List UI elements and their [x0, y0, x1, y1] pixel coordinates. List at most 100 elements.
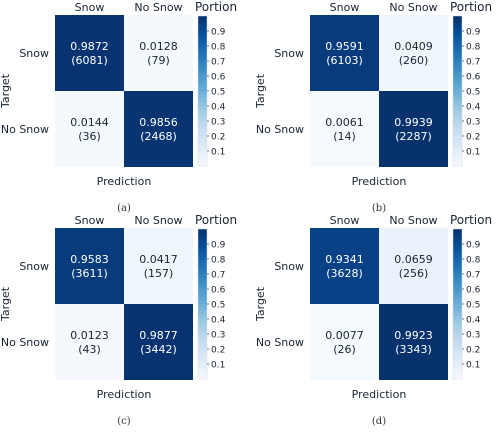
y-tick-label: No Snow [1, 336, 49, 349]
cell-portion-label: 0.0144 [70, 116, 109, 129]
colorbar-segment [453, 132, 462, 137]
colorbar-segment [453, 337, 462, 343]
cell-count-label: (2468) [140, 130, 177, 143]
colorbar-segment [198, 375, 207, 380]
colorbar-segment [198, 360, 207, 365]
colorbar-segment [453, 98, 462, 103]
colorbar-segment [453, 371, 462, 376]
colorbar-segment [198, 307, 207, 313]
cell-portion-label: 0.0417 [139, 253, 178, 266]
colorbar-segment [453, 247, 462, 253]
cell-portion-label: 0.9877 [139, 329, 178, 342]
colorbar-segment [198, 345, 207, 350]
colorbar-segment [198, 139, 207, 145]
matrix-cell [55, 304, 124, 380]
cell-count-label: (26) [333, 343, 356, 356]
colorbar-segment [198, 42, 207, 47]
colorbar-tick-label: 0.3 [211, 331, 225, 341]
colorbar-segment [198, 229, 207, 234]
colorbar-segment [198, 292, 207, 298]
y-tick-label: No Snow [256, 123, 304, 136]
colorbar-segment [198, 244, 207, 249]
cell-count-label: (256) [399, 267, 429, 280]
y-axis-label: Target [0, 73, 12, 109]
colorbar-segment [453, 330, 462, 335]
colorbar-segment [453, 154, 462, 160]
colorbar-segment [198, 151, 207, 156]
colorbar-segment [198, 236, 207, 241]
colorbar-tick-label: 0.3 [466, 118, 480, 128]
colorbar-segment [198, 23, 207, 28]
x-axis-label: Prediction [97, 388, 152, 401]
colorbar-segment [198, 274, 207, 279]
colorbar-tick-label: 0.6 [466, 286, 481, 296]
colorbar-tick-label: 0.9 [211, 241, 226, 251]
colorbar-segment [453, 356, 462, 361]
colorbar-segment [453, 232, 462, 238]
colorbar-tick-label: 0.9 [211, 28, 226, 38]
colorbar-tick-label: 0.7 [466, 58, 480, 68]
colorbar-segment [198, 31, 207, 36]
colorbar-segment [453, 57, 462, 62]
colorbar-segment [198, 34, 207, 40]
matrix-cell [379, 228, 448, 304]
colorbar-segment [198, 251, 207, 256]
y-axis-label: Target [254, 73, 267, 109]
colorbar-label: Portion [450, 213, 492, 227]
colorbar-segment [453, 255, 462, 260]
colorbar-segment [198, 319, 207, 324]
colorbar-segment [453, 31, 462, 36]
cell-portion-label: 0.9583 [70, 253, 109, 266]
cell-portion-label: 0.0128 [139, 40, 178, 53]
colorbar-segment [198, 304, 207, 309]
cell-count-label: (260) [399, 54, 429, 67]
colorbar-segment [453, 46, 462, 51]
colorbar-segment [453, 136, 462, 141]
colorbar-segment [198, 326, 207, 331]
cell-count-label: (79) [147, 54, 170, 67]
colorbar-segment [198, 57, 207, 62]
colorbar-segment [453, 87, 462, 92]
colorbar-segment [198, 356, 207, 361]
colorbar-segment [453, 128, 462, 133]
confusion-matrix-panel: 0.9341(3628)0.0659(256)0.0077(26)0.9923(… [254, 213, 492, 427]
colorbar-segment [198, 79, 207, 85]
colorbar-segment [198, 311, 207, 316]
x-tick-label: No Snow [134, 214, 182, 227]
panel-caption: (a) [117, 203, 131, 214]
confusion-matrix-panel: 0.9872(6081) 0.0128(79) 0.0144(36) 0.9856(2… [0, 0, 237, 214]
colorbar-segment [198, 158, 207, 163]
colorbar-segment [453, 341, 462, 346]
colorbar-tick-label: 0.8 [211, 43, 226, 53]
colorbar-segment [198, 315, 207, 320]
colorbar-segment [198, 143, 207, 148]
colorbar-segment [453, 61, 462, 66]
cell-portion-label: 0.0061 [325, 116, 364, 129]
colorbar-tick-label: 0.2 [211, 346, 225, 356]
colorbar-segment [198, 53, 207, 58]
x-tick-label: Snow [75, 1, 105, 14]
cell-portion-label: 0.9872 [70, 40, 109, 53]
colorbar-segment [453, 236, 462, 241]
x-tick-label: No Snow [389, 1, 437, 14]
colorbar-segment [198, 154, 207, 160]
cell-count-label: (43) [78, 343, 101, 356]
colorbar-segment [453, 158, 462, 163]
colorbar-segment [198, 147, 207, 152]
colorbar-segment [453, 113, 462, 118]
colorbar-segment [198, 367, 207, 373]
colorbar-label: Portion [195, 213, 237, 227]
colorbar-segment [453, 38, 462, 43]
colorbar-segment [453, 162, 462, 167]
panel-caption: (d) [372, 416, 386, 427]
colorbar-tick-label: 0.6 [466, 73, 481, 83]
colorbar-segment [453, 240, 462, 245]
colorbar-segment [453, 274, 462, 279]
colorbar-segment [198, 61, 207, 66]
y-tick-label: No Snow [1, 123, 49, 136]
colorbar-segment [453, 375, 462, 380]
colorbar-segment [198, 266, 207, 271]
colorbar-label: Portion [450, 0, 492, 14]
colorbar-segment [453, 244, 462, 249]
colorbar-segment [198, 296, 207, 301]
